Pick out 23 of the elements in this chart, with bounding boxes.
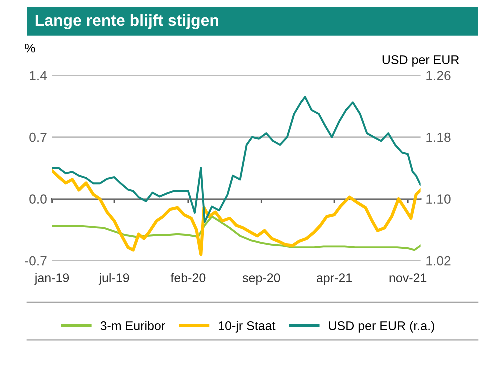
y2-tick-label: 1.10 — [426, 194, 451, 204]
x-tick-label: jan-19 — [34, 273, 70, 285]
line-series — [52, 216, 421, 252]
legend-label: 3-m Euribor — [100, 321, 166, 330]
y2-tick-label: 1.02 — [426, 256, 451, 266]
line-series — [52, 169, 421, 256]
chart-title: Lange rente blijft stijgen — [36, 14, 218, 30]
x-tick-label: nov-21 — [390, 274, 427, 282]
line-series — [52, 96, 421, 224]
y-tick-label: 1.4 — [30, 71, 48, 80]
y-tick-label: 0.7 — [30, 132, 47, 142]
x-tick-label: feb-20 — [170, 273, 206, 282]
y-tick-label: -0.7 — [25, 256, 47, 266]
y-axis-title: % — [25, 44, 36, 53]
x-tick-label: apr-21 — [316, 274, 352, 285]
y-tick-label: 0.0 — [30, 194, 47, 204]
y2-axis-title: USD per EUR — [382, 56, 460, 67]
x-tick-label: jul-19 — [98, 273, 130, 285]
x-tick-label: sep-20 — [242, 274, 280, 285]
legend-label: 10-jr Staat — [219, 321, 276, 333]
legend-label: USD per EUR (r.a.) — [329, 321, 434, 333]
y2-tick-label: 1.26 — [426, 71, 451, 81]
y2-tick-label: 1.18 — [426, 132, 451, 142]
